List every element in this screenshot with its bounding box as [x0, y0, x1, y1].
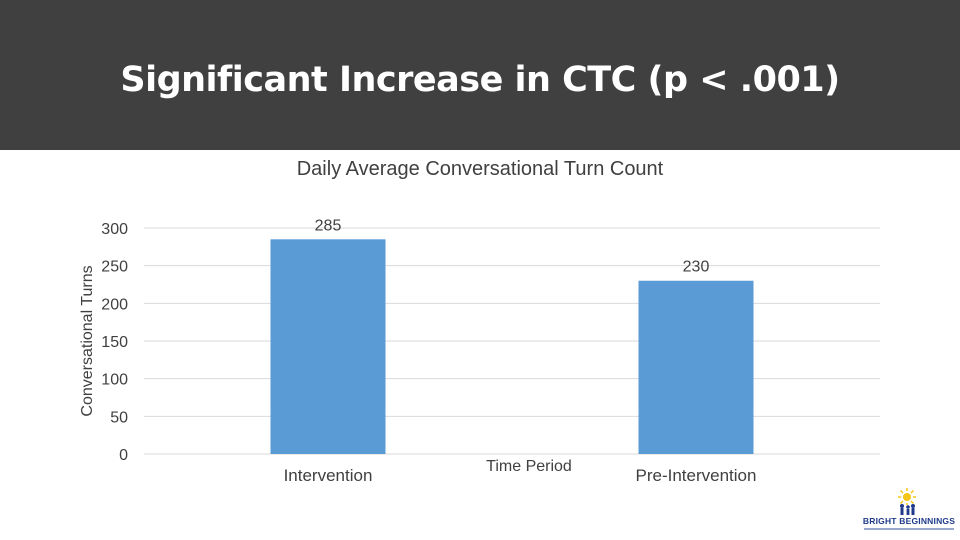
data-label: 285: [315, 217, 342, 234]
y-tick-label: 100: [101, 372, 128, 389]
y-tick-label: 50: [110, 409, 128, 426]
x-tick-label: Pre-Intervention: [636, 466, 757, 485]
bar-pre-intervention: [638, 280, 754, 454]
x-tick-label: Intervention: [284, 466, 373, 485]
bright-beginnings-logo: BRIGHT BEGINNINGS: [858, 488, 960, 534]
y-tick-label: 250: [101, 259, 128, 276]
y-tick-label: 200: [101, 296, 128, 313]
gridlines: [144, 227, 880, 455]
y-tick-label: 0: [119, 447, 128, 464]
labels: 0 50 100 150 200 250 300 285 Intervention 230 Pre-…: [101, 217, 756, 485]
y-tick-label: 150: [101, 334, 128, 351]
slide-title: Significant Increase in CTC (p < .001): [120, 60, 840, 100]
logo-text: BRIGHT BEGINNINGS: [862, 516, 956, 526]
y-tick-label: 300: [101, 221, 128, 238]
title-bar: Significant Increase in CTC (p < .001): [0, 0, 960, 150]
logo-tagline-line: [864, 528, 954, 530]
data-label: 230: [683, 259, 710, 276]
x-axis-label: Time Period: [486, 458, 572, 475]
bars: [270, 239, 754, 454]
bar-intervention: [270, 239, 386, 454]
chart-title: Daily Average Conversational Turn Count: [296, 158, 664, 180]
sun-family-icon: [898, 488, 916, 515]
y-axis-label: Conversational Turns: [79, 265, 96, 416]
